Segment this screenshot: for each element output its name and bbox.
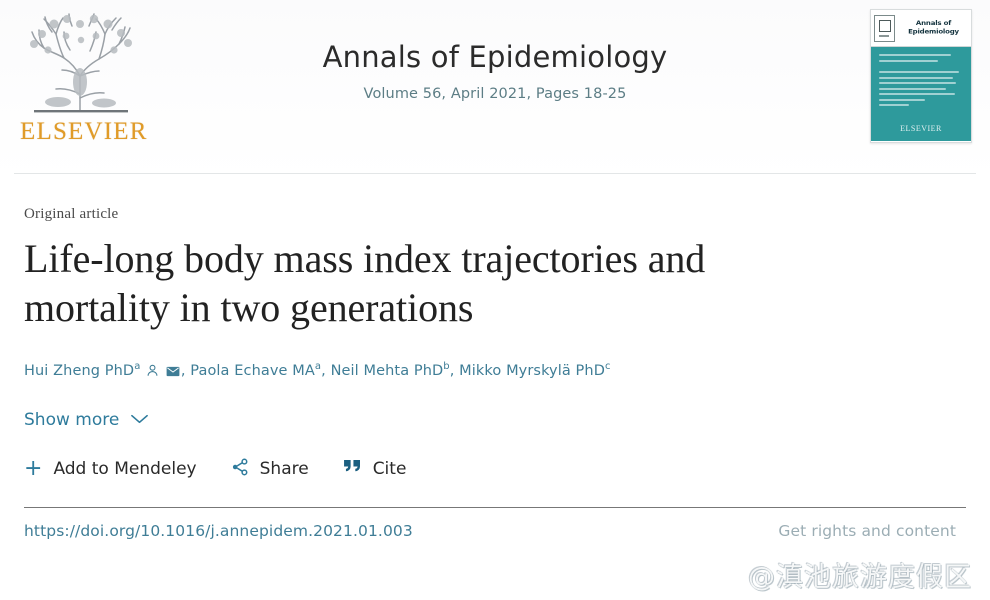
cover-body: ELSEVIER	[871, 47, 971, 141]
article-title-line-2: mortality in two generations	[24, 284, 474, 330]
page-title: Life-long body mass index trajectories a…	[24, 235, 854, 333]
page-header: ELSEVIER Annals of Epidemiology Volume 5…	[0, 0, 990, 174]
article-title-line-1: Life-long body mass index trajectories a…	[24, 236, 706, 281]
share-label: Share	[259, 458, 309, 479]
cover-publisher-mark-icon	[874, 14, 895, 42]
cite-button[interactable]: Cite	[343, 458, 407, 479]
author-entry[interactable]: Hui Zheng PhDa	[24, 361, 181, 380]
quote-icon	[343, 459, 362, 478]
add-to-mendeley-label: Add to Mendeley	[53, 458, 197, 479]
author-name: Paola Echave MA	[190, 363, 315, 380]
cover-header: Annals of Epidemiology	[871, 10, 971, 47]
author-affiliation-marker: b	[443, 361, 450, 373]
author-entry[interactable]: Neil Mehta PhDb	[330, 361, 450, 380]
author-list: Hui Zheng PhDa , Paola Echave MAa, Neil …	[24, 359, 966, 385]
author-name: Neil Mehta PhD	[330, 363, 444, 380]
author-entry[interactable]: Paola Echave MAa	[190, 361, 322, 380]
show-more-label: Show more	[24, 409, 120, 430]
author-email-icon[interactable]	[166, 363, 180, 385]
chevron-down-icon	[130, 410, 149, 430]
weibo-icon	[704, 556, 742, 593]
article-footer: https://doi.org/10.1016/j.annepidem.2021…	[0, 522, 990, 540]
cover-publisher-brand: ELSEVIER	[900, 124, 942, 133]
show-more-button[interactable]: Show more	[24, 410, 149, 430]
article-type-label: Original article	[24, 206, 119, 222]
plus-icon: +	[24, 455, 43, 481]
article-actions: + Add to Mendeley Share	[24, 455, 966, 481]
author-separator: ,	[449, 363, 460, 380]
footer-divider	[24, 506, 966, 509]
author-name: Mikko Myrskylä PhD	[459, 363, 605, 380]
author-affiliation-marker: c	[604, 361, 611, 373]
elsevier-tree-icon	[30, 13, 132, 113]
cover-journal-title: Annals of Epidemiology	[908, 19, 959, 36]
author-separator: ,	[180, 363, 191, 380]
journal-title: Annals of Epidemiology	[322, 40, 668, 74]
elsevier-wordmark: ELSEVIER	[20, 118, 148, 145]
journal-cover-thumbnail[interactable]: Annals of Epidemiology ELSEVIER	[870, 9, 972, 143]
cite-label: Cite	[372, 458, 407, 479]
author-name: Hui Zheng PhD	[24, 363, 135, 380]
author-affiliation-marker: a	[314, 361, 322, 373]
weibo-handle: @滇池旅游度假区	[748, 562, 972, 593]
share-button[interactable]: Share	[231, 458, 309, 480]
journal-heading: Annals of Epidemiology Volume 56, April …	[0, 40, 990, 102]
article-main: Original article Life-long body mass ind…	[0, 206, 990, 480]
header-divider	[14, 173, 976, 174]
share-icon	[231, 458, 249, 480]
author-separator: ,	[321, 363, 331, 380]
add-to-mendeley-button[interactable]: + Add to Mendeley	[24, 455, 197, 481]
journal-issue-info: Volume 56, April 2021, Pages 18-25	[363, 85, 627, 102]
doi-link[interactable]: https://doi.org/10.1016/j.annepidem.2021…	[24, 522, 413, 541]
author-entry[interactable]: Mikko Myrskylä PhDc	[459, 361, 611, 380]
author-profile-icon[interactable]	[146, 363, 159, 385]
elsevier-logo[interactable]: ELSEVIER	[20, 10, 148, 148]
author-affiliation-marker: a	[134, 361, 141, 373]
get-rights-and-content-link[interactable]: Get rights and content	[778, 522, 956, 541]
weibo-watermark: @滇池旅游度假区	[704, 555, 972, 594]
